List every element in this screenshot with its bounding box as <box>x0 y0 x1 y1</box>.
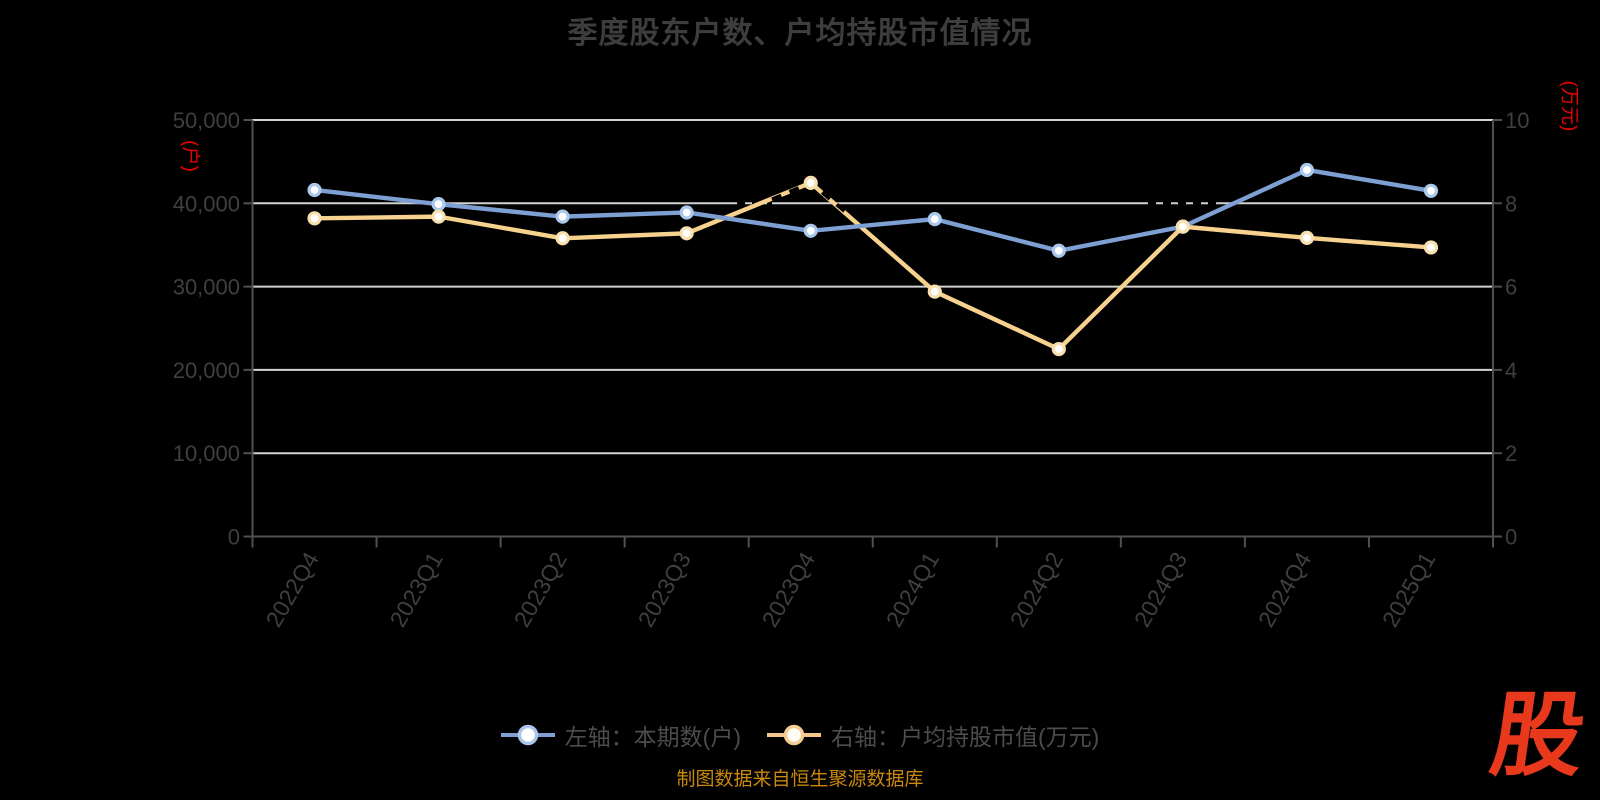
markers-avg-holding-value <box>307 175 1439 357</box>
svg-text:2025Q1: 2025Q1 <box>1377 548 1440 632</box>
svg-text:30,000: 30,000 <box>173 275 240 300</box>
svg-text:10: 10 <box>1505 108 1529 133</box>
svg-text:2023Q1: 2023Q1 <box>384 548 447 632</box>
markers-shareholder-count <box>307 162 1439 258</box>
svg-text:2022Q4: 2022Q4 <box>260 547 324 631</box>
right-axis-tick-labels: 10 8 6 4 2 0 <box>1505 108 1529 550</box>
left-axis-tick-labels: 50,000 40,000 30,000 20,000 10,000 0 <box>173 108 240 550</box>
series-shareholder-count-line <box>312 167 1434 253</box>
svg-text:4: 4 <box>1505 358 1517 383</box>
legend-label-avg-holding-value: 右轴：户均持股市值(万元) <box>831 724 1100 750</box>
chart-legend: 左轴：本期数(户) 右轴：户均持股市值(万元) <box>0 718 1600 752</box>
svg-text:0: 0 <box>1505 525 1517 550</box>
svg-text:2023Q3: 2023Q3 <box>633 548 696 632</box>
axes <box>243 119 1502 548</box>
svg-text:50,000: 50,000 <box>173 108 240 133</box>
svg-text:0: 0 <box>228 525 240 550</box>
svg-text:2: 2 <box>1505 441 1517 466</box>
chart-title: 季度股东户数、户均持股市值情况 <box>567 17 1033 50</box>
svg-text:2024Q3: 2024Q3 <box>1129 548 1192 632</box>
x-axis-category-labels: 2022Q4 2023Q1 2023Q2 2023Q3 2023Q4 2024Q1 2024… <box>260 547 1440 631</box>
legend-item-shareholder-count[interactable]: 左轴：本期数(户) <box>500 718 741 752</box>
svg-text:20,000: 20,000 <box>173 358 240 383</box>
svg-text:2024Q4: 2024Q4 <box>1253 547 1317 631</box>
gridlines <box>252 119 1493 455</box>
svg-text:40,000: 40,000 <box>173 191 240 216</box>
legend-marker-blue-icon <box>500 724 555 746</box>
svg-text:6: 6 <box>1505 275 1517 300</box>
legend-label-shareholder-count: 左轴：本期数(户) <box>564 724 741 750</box>
svg-text:2023Q4: 2023Q4 <box>757 547 821 631</box>
brand-logo: 股 <box>1484 685 1592 787</box>
data-source-note: 制图数据来自恒生聚源数据库 <box>676 769 924 790</box>
svg-text:2024Q2: 2024Q2 <box>1005 548 1068 632</box>
svg-text:10,000: 10,000 <box>173 441 240 466</box>
legend-item-avg-holding-value[interactable]: 右轴：户均持股市值(万元) <box>767 718 1099 752</box>
svg-text:2023Q2: 2023Q2 <box>509 548 572 632</box>
svg-text:2024Q1: 2024Q1 <box>881 548 944 632</box>
legend-marker-yellow-icon <box>767 724 821 746</box>
svg-text:8: 8 <box>1505 191 1517 216</box>
